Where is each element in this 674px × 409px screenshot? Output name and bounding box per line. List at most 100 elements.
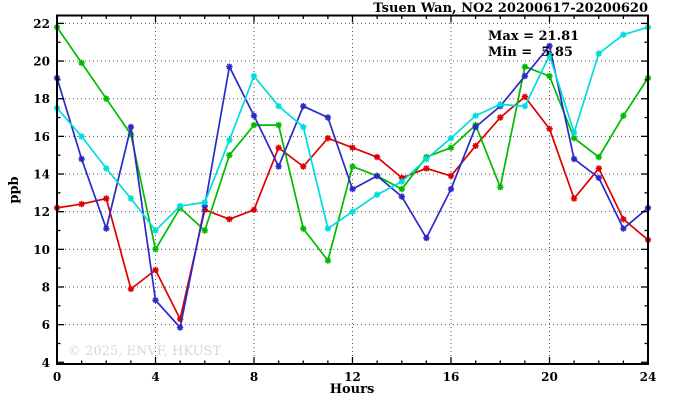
data-point-marker xyxy=(300,123,307,131)
data-point-marker xyxy=(300,163,307,170)
min-annotation: Min = 5.85 xyxy=(488,45,573,60)
data-point-marker xyxy=(152,227,159,234)
data-point-marker xyxy=(546,72,553,80)
y-tick-label: 22 xyxy=(33,17,50,31)
series-blue-line xyxy=(53,42,652,331)
y-tick-label: 12 xyxy=(33,205,50,219)
data-series xyxy=(53,24,652,331)
data-point-marker xyxy=(324,114,332,121)
y-tick-label: 16 xyxy=(33,130,50,144)
y-tick-label: 4 xyxy=(42,356,50,370)
y-axis-label: ppb xyxy=(7,176,22,203)
data-point-marker xyxy=(472,112,479,119)
data-point-marker xyxy=(620,225,627,232)
data-point-marker xyxy=(78,155,85,163)
data-point-marker xyxy=(152,246,159,253)
max-annotation: Max = 21.81 xyxy=(488,29,579,44)
data-point-marker xyxy=(521,93,529,100)
data-point-marker xyxy=(349,144,356,151)
data-point-marker xyxy=(127,123,135,131)
data-point-marker xyxy=(103,95,110,102)
data-point-marker xyxy=(373,172,381,180)
data-point-marker xyxy=(176,202,184,210)
data-point-marker xyxy=(497,101,504,108)
data-point-marker xyxy=(398,185,405,193)
data-point-marker xyxy=(275,163,282,170)
y-tick-label: 6 xyxy=(42,318,50,332)
data-point-marker xyxy=(595,165,602,172)
data-point-marker xyxy=(447,144,455,151)
data-point-marker xyxy=(275,103,282,110)
data-point-marker xyxy=(595,153,602,161)
data-point-marker xyxy=(472,142,479,149)
data-point-marker xyxy=(398,178,405,185)
data-point-marker xyxy=(300,103,307,110)
y-tick-label: 8 xyxy=(42,280,50,294)
data-point-marker xyxy=(472,123,479,131)
data-point-marker xyxy=(497,114,504,121)
x-tick-label: 0 xyxy=(53,370,61,384)
data-point-marker xyxy=(570,195,578,202)
data-point-marker xyxy=(250,121,258,129)
data-point-marker xyxy=(423,234,430,242)
data-point-marker xyxy=(570,129,578,136)
data-point-marker xyxy=(176,324,184,331)
axis-ticks xyxy=(56,15,649,364)
data-point-marker xyxy=(620,216,627,223)
data-point-marker xyxy=(103,195,110,202)
data-point-marker xyxy=(546,125,553,132)
data-point-marker xyxy=(398,174,405,181)
data-point-marker xyxy=(447,172,455,180)
data-point-marker xyxy=(373,153,381,161)
data-point-marker xyxy=(226,152,233,159)
data-point-marker xyxy=(152,266,159,274)
data-point-marker xyxy=(447,135,455,142)
data-point-marker xyxy=(226,136,233,144)
data-point-marker xyxy=(78,200,85,208)
data-point-marker xyxy=(595,174,602,181)
data-point-marker xyxy=(226,216,233,223)
data-point-marker xyxy=(324,257,332,264)
y-tick-label: 14 xyxy=(33,168,50,182)
data-point-marker xyxy=(275,144,282,151)
data-point-marker xyxy=(570,155,578,163)
data-point-marker xyxy=(521,72,529,80)
data-point-marker xyxy=(176,315,184,323)
data-point-marker xyxy=(398,193,405,200)
gridlines xyxy=(57,15,648,364)
x-axis-label: Hours xyxy=(330,382,375,397)
data-point-marker xyxy=(250,72,258,80)
watermark: © 2025, ENVF, HKUST xyxy=(68,344,221,359)
data-point-marker xyxy=(373,191,381,198)
x-tick-label: 20 xyxy=(541,370,558,384)
data-point-marker xyxy=(521,63,529,70)
data-point-marker xyxy=(127,131,135,138)
data-point-marker xyxy=(570,135,578,142)
data-point-marker xyxy=(447,185,455,193)
data-point-marker xyxy=(300,225,307,232)
data-point-marker xyxy=(620,31,627,38)
y-tick-label: 18 xyxy=(33,92,50,106)
data-point-marker xyxy=(201,227,208,234)
data-point-marker xyxy=(324,135,332,142)
data-point-marker xyxy=(423,165,430,172)
data-point-marker xyxy=(423,155,430,163)
data-point-marker xyxy=(78,133,85,140)
x-tick-label: 16 xyxy=(443,370,460,384)
data-point-marker xyxy=(546,52,553,59)
max-min-annotation: Max = 21.81 Min = 5.85 xyxy=(488,29,579,60)
x-tick-label: 24 xyxy=(640,370,657,384)
data-point-marker xyxy=(250,206,258,213)
y-tick-label: 20 xyxy=(33,55,50,69)
data-point-marker xyxy=(497,184,504,191)
data-point-marker xyxy=(349,163,356,170)
x-tick-label: 12 xyxy=(344,370,361,384)
data-point-marker xyxy=(275,121,282,129)
x-tick-label: 8 xyxy=(250,370,258,384)
data-point-marker xyxy=(620,112,627,119)
data-point-marker xyxy=(324,225,332,232)
data-point-marker xyxy=(78,59,85,67)
data-point-marker xyxy=(250,112,258,119)
